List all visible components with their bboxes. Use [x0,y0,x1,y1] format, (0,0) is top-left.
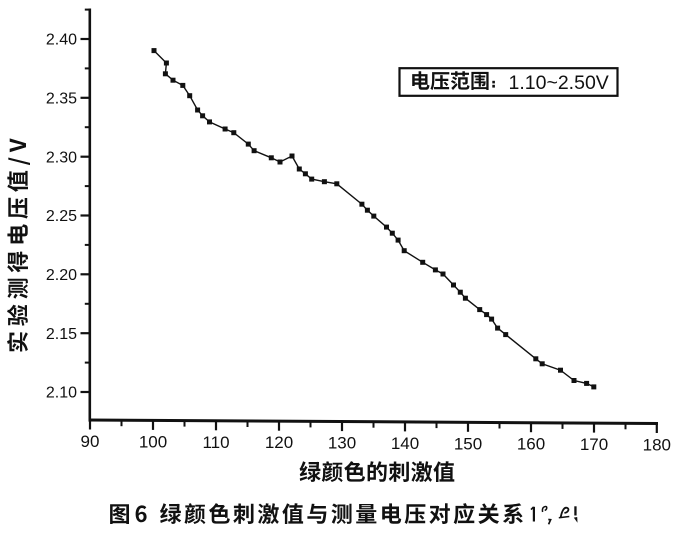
svg-text:120: 120 [265,433,293,452]
svg-text:130: 130 [328,434,356,453]
svg-text:160: 160 [517,435,545,454]
svg-text:180: 180 [643,436,671,455]
svg-text:2.15: 2.15 [46,326,77,343]
svg-text:110: 110 [202,433,229,452]
svg-text:2.40: 2.40 [46,32,77,49]
svg-text:2.35: 2.35 [46,90,77,107]
svg-text:1.10~2.50V: 1.10~2.50V [509,72,609,94]
svg-text:2.10: 2.10 [46,385,77,402]
svg-text:2.30: 2.30 [46,149,77,166]
svg-text:90: 90 [81,432,100,451]
svg-text:2.25: 2.25 [46,208,77,225]
svg-text:170: 170 [580,435,608,454]
svg-text:150: 150 [454,434,482,453]
svg-text:140: 140 [391,434,419,453]
svg-text:100: 100 [139,432,167,451]
svg-text:2.20: 2.20 [46,267,77,284]
